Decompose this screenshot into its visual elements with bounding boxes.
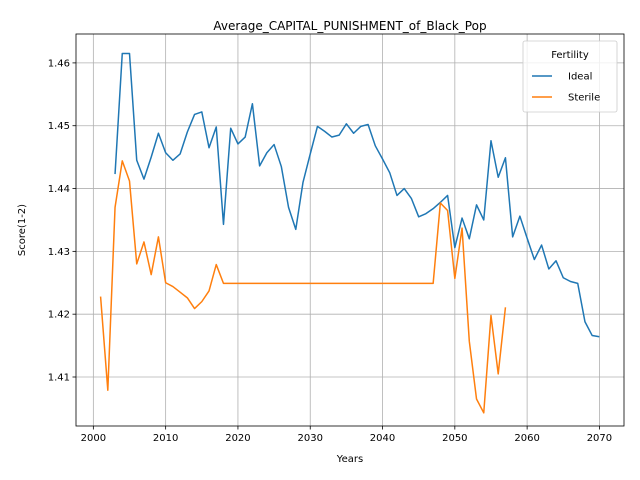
axis-ticks: 2000 2010 2020 2030 2040 2050 2060 2070 1.41 1.42…: [48, 58, 612, 444]
x-tick-label: 2040: [370, 433, 395, 444]
y-tick-label: 1.45: [48, 121, 70, 132]
legend-label-sterile: Sterile: [568, 93, 600, 104]
chart-title: Average_CAPITAL_PUNISHMENT_of_Black_Pop: [213, 19, 486, 33]
y-tick-label: 1.41: [48, 373, 70, 384]
plot-frame: [75, 33, 625, 427]
y-tick-label: 1.46: [48, 58, 70, 69]
x-tick-label: 2000: [81, 433, 106, 444]
series-line-ideal: [114, 52, 600, 338]
x-tick-label: 2030: [298, 433, 323, 444]
y-tick-label: 1.44: [48, 184, 70, 195]
series-line-sterile: [99, 160, 507, 414]
series-lines: [99, 52, 600, 414]
x-tick-label: 2070: [587, 433, 612, 444]
legend-box: [522, 40, 618, 113]
x-tick-label: 2050: [442, 433, 467, 444]
y-tick-label: 1.42: [48, 310, 70, 321]
legend-entries: Ideal Sterile: [532, 72, 600, 104]
legend: Fertility Ideal Sterile: [522, 40, 618, 113]
x-axis-label: Years: [336, 454, 363, 465]
x-tick-label: 2010: [153, 433, 178, 444]
x-tick-label: 2020: [225, 433, 250, 444]
x-tick-label: 2060: [514, 433, 539, 444]
y-axis-label: Score(1-2): [17, 204, 28, 256]
legend-title: Fertility: [551, 50, 589, 61]
legend-label-ideal: Ideal: [568, 72, 592, 83]
y-tick-label: 1.43: [48, 247, 70, 258]
